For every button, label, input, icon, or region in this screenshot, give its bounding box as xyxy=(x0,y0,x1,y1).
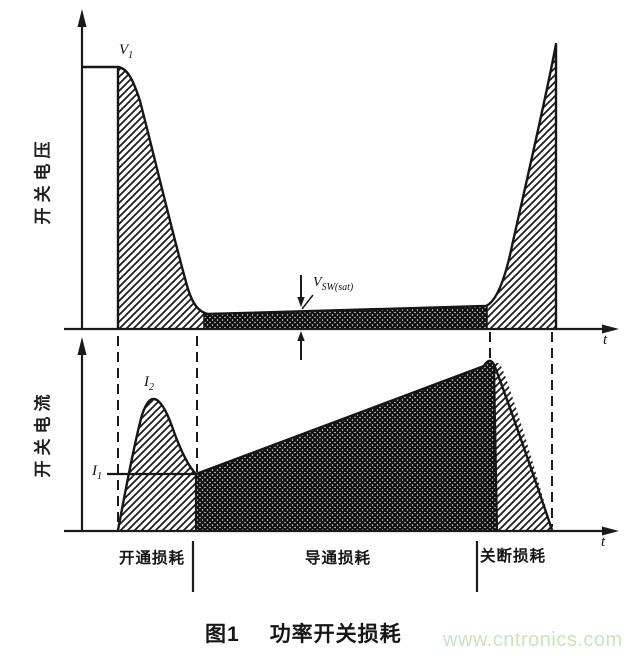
t-bottom-text: t xyxy=(601,534,606,550)
vsw-lower-arrow xyxy=(297,331,305,341)
voltage-x-axis-arrow xyxy=(602,324,619,334)
v1-label: V1 xyxy=(119,42,133,61)
current-axis-title: 开关电流 xyxy=(28,375,54,491)
voltage-plot xyxy=(64,9,619,360)
i1-label: I1 xyxy=(92,463,102,482)
vsw-leader-line xyxy=(301,294,314,310)
voltage-axis-title-text: 开关电压 xyxy=(33,136,53,224)
watermark-text: www.cntronics.com xyxy=(443,629,623,651)
i2-base: I xyxy=(144,374,149,390)
current-turn-on-loss-area xyxy=(118,398,196,530)
i1-sub: 1 xyxy=(97,471,102,482)
region-label-conduction-loss: 导通损耗 xyxy=(305,550,372,567)
voltage-curve xyxy=(82,42,558,329)
vsw-sub: SW(sat) xyxy=(321,281,354,293)
current-y-axis-arrow xyxy=(77,337,87,355)
i2-sub: 2 xyxy=(149,382,154,393)
current-x-axis-arrow xyxy=(602,526,619,536)
t-label-top: t xyxy=(603,332,607,349)
figure-caption-number: 图1 xyxy=(205,623,240,646)
voltage-turn-off-loss-area xyxy=(487,44,556,329)
region-label-turn-off-loss: 关断损耗 xyxy=(480,548,547,565)
figure-caption-title: 功率开关损耗 xyxy=(269,623,402,646)
voltage-y-axis-arrow xyxy=(77,9,87,27)
current-conduction-right-edge xyxy=(492,367,499,531)
current-axis-title-text: 开关电流 xyxy=(33,389,53,477)
voltage-axis-title: 开关电压 xyxy=(28,122,54,238)
vsw-upper-arrow xyxy=(297,297,305,307)
region-label-turn-on-loss: 开通损耗 xyxy=(119,550,186,567)
current-plot xyxy=(64,337,619,592)
vsw-label: VSW(sat) xyxy=(313,275,353,293)
v1-base: V xyxy=(119,42,129,58)
current-curve xyxy=(116,359,554,531)
v1-sub: 1 xyxy=(128,50,134,61)
i2-label: I2 xyxy=(144,374,154,393)
i1-base: I xyxy=(92,463,97,479)
t-label-bottom: t xyxy=(601,534,605,551)
current-conduction-loss-area xyxy=(196,360,497,530)
figure-caption: 图1 功率开关损耗 xyxy=(205,618,402,648)
voltage-turn-on-loss-area xyxy=(118,67,206,329)
t-top-text: t xyxy=(603,332,608,348)
vsw-dimension xyxy=(297,275,314,360)
vsw-base: V xyxy=(313,275,322,290)
